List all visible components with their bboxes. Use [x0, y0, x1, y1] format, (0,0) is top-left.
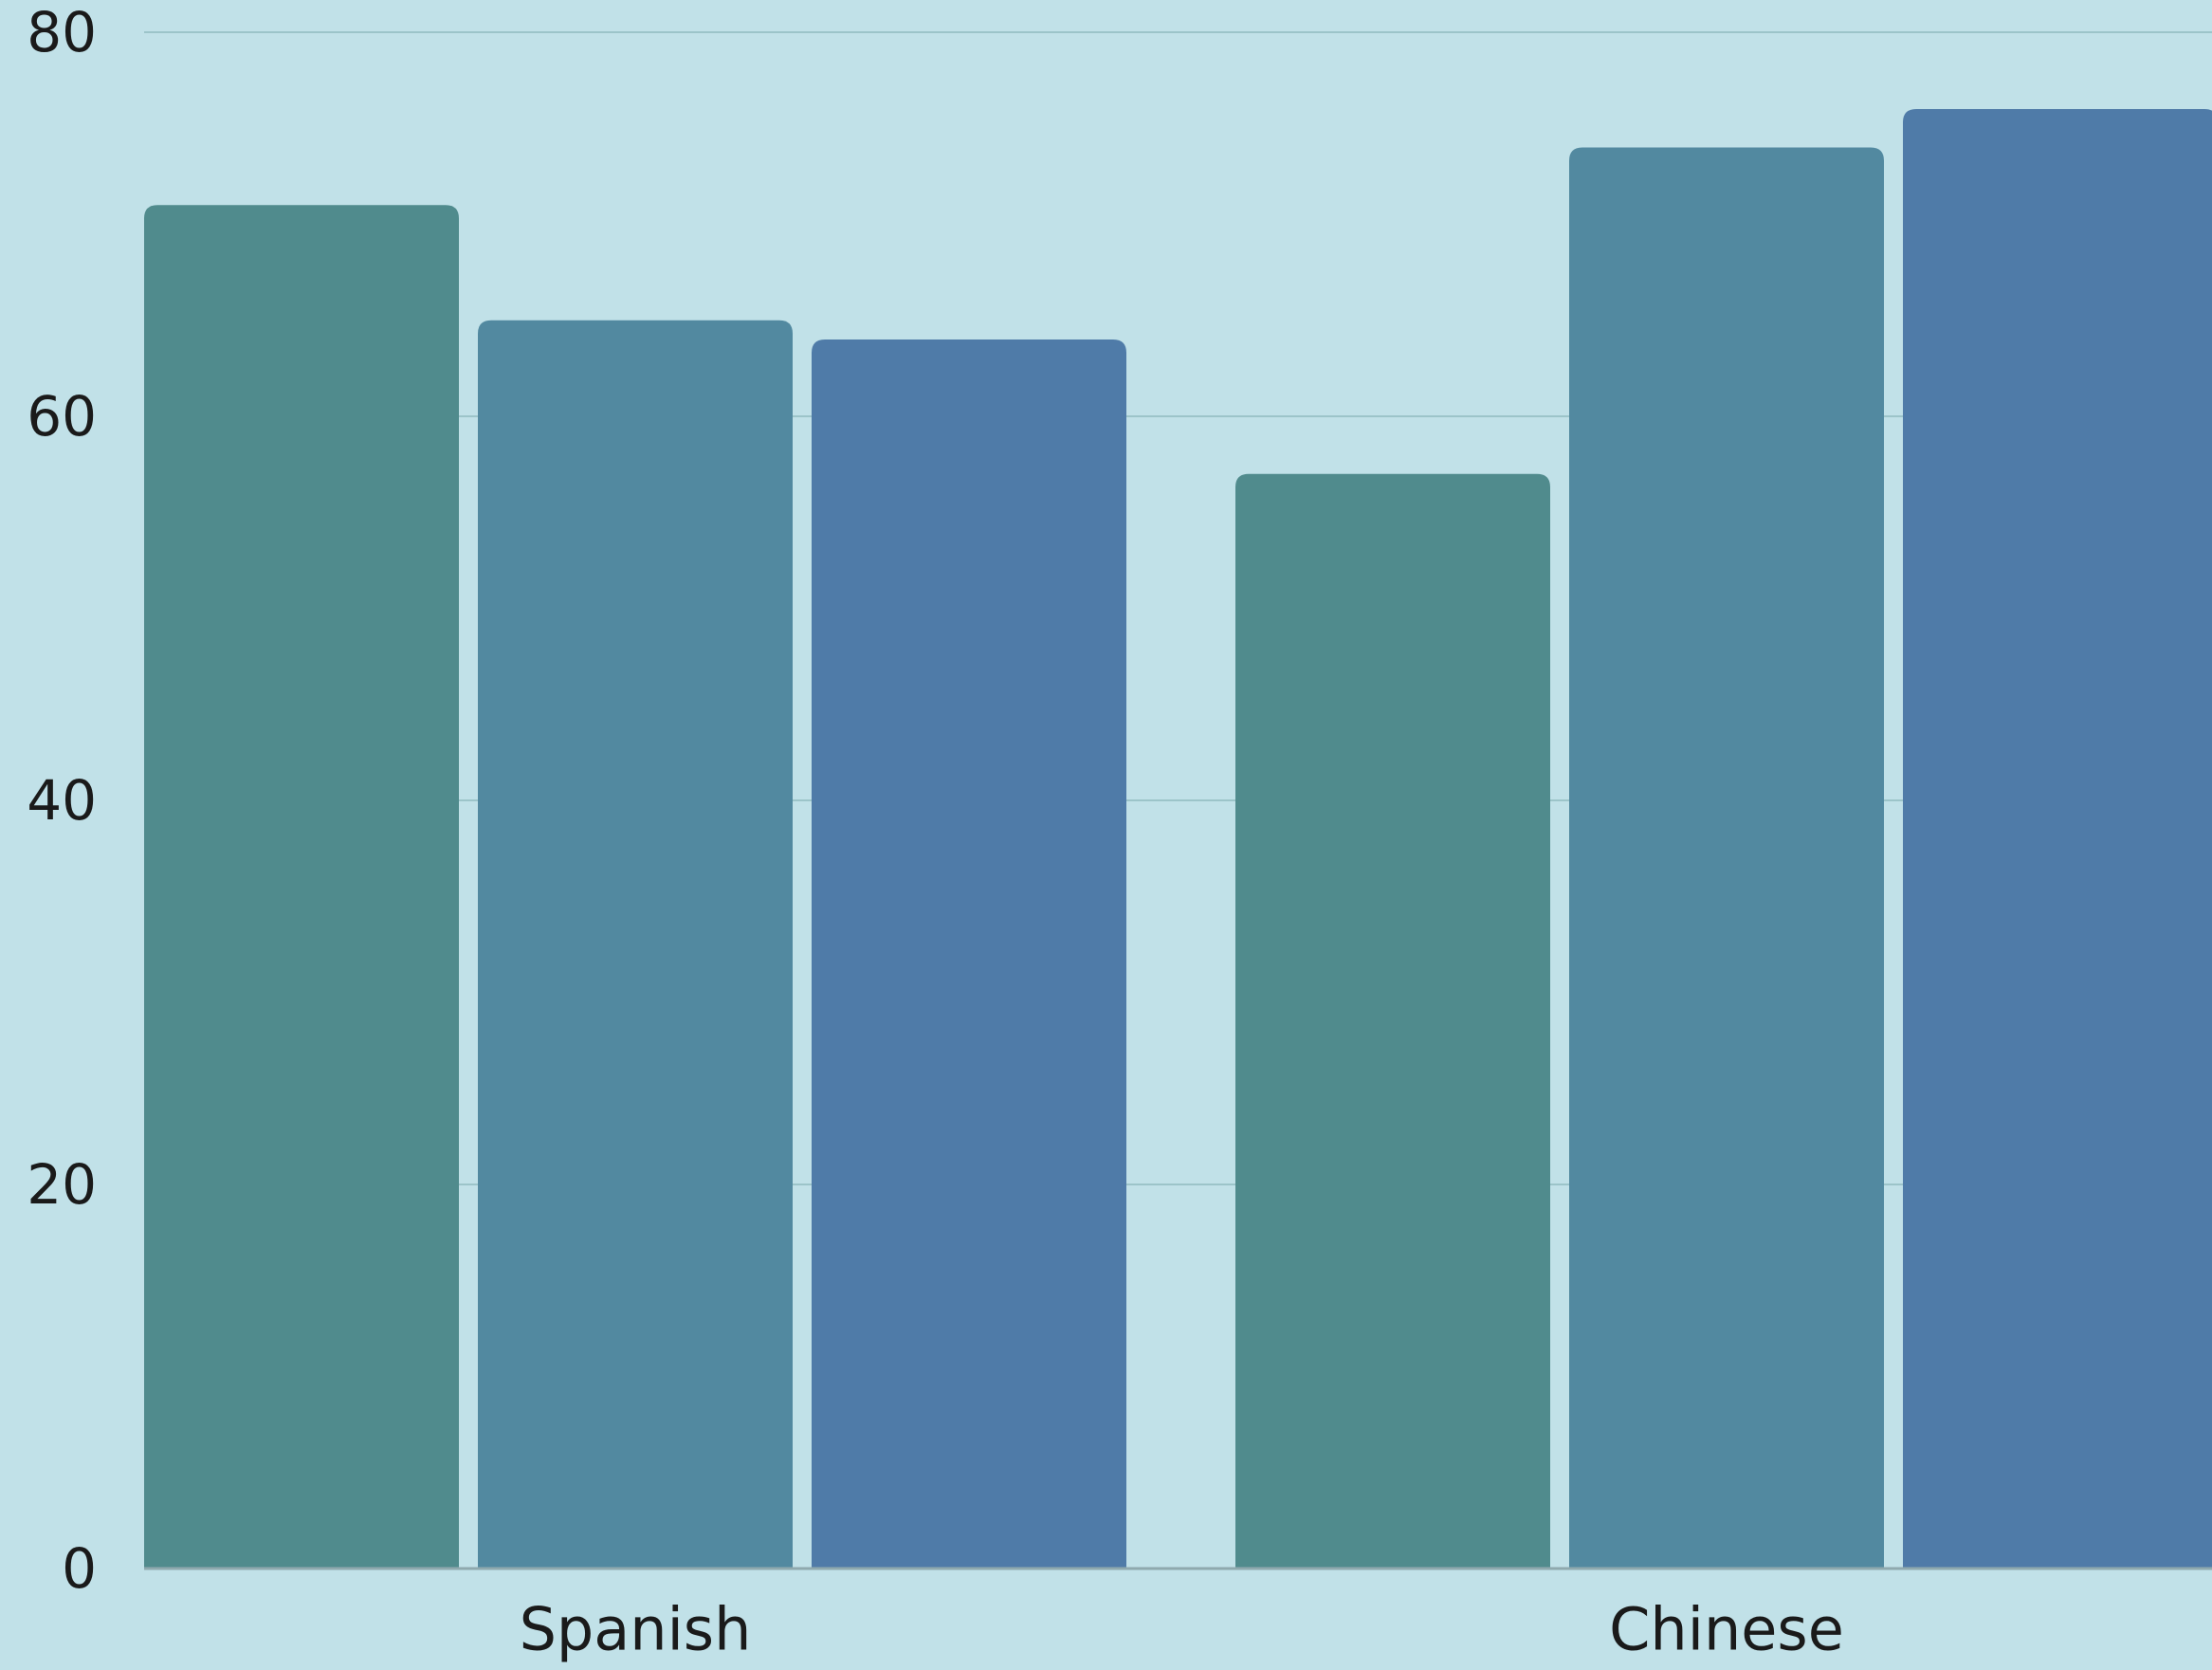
- y-tick-label: 0: [62, 1536, 97, 1601]
- bar-chinese-series-2: [1569, 147, 1884, 1569]
- bar-chinese-series-3: [1903, 109, 2212, 1569]
- y-tick-label: 40: [27, 768, 97, 833]
- x-tick-label: Spanish: [520, 1595, 752, 1664]
- bar-spanish-series-3: [812, 340, 1126, 1569]
- axes: 0 20 40 60 80 Spanish Chinese: [27, 0, 2212, 1664]
- bar-chinese-series-1: [1235, 473, 1550, 1569]
- y-tick-label: 60: [27, 384, 97, 449]
- y-tick-label: 80: [27, 0, 97, 64]
- bar-spanish-series-2: [478, 320, 793, 1569]
- y-tick-label: 20: [27, 1152, 97, 1217]
- x-tick-label: Chinese: [1609, 1595, 1844, 1664]
- bar-spanish-series-1: [144, 205, 459, 1569]
- bars: [144, 109, 2212, 1569]
